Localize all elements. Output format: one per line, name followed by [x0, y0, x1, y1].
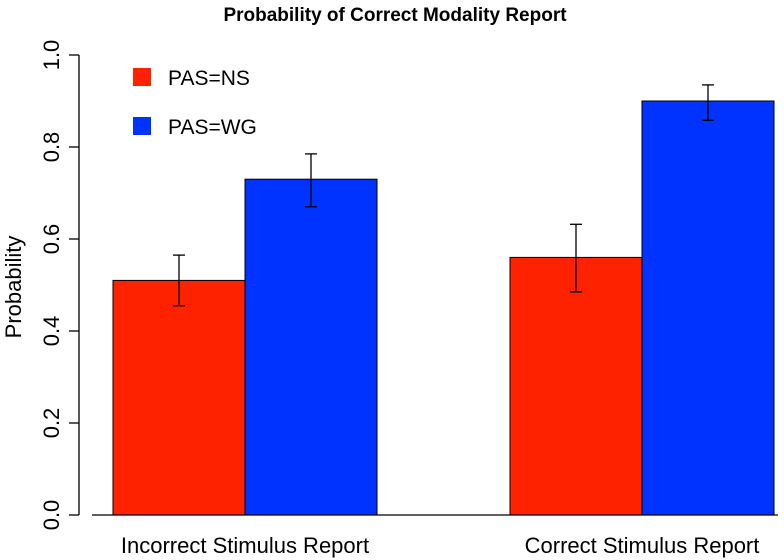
error-bar — [305, 153, 317, 208]
error-bar — [702, 84, 714, 121]
bar-pas-ns-incorrect — [112, 279, 246, 516]
chart-title: Probability of Correct Modality Report — [223, 5, 567, 26]
bars — [112, 100, 775, 516]
bar-pas-ns-correct — [509, 256, 643, 516]
error-bar — [570, 223, 582, 293]
y-tick-label: 0.6 — [39, 224, 64, 255]
legend: PAS=NS PAS=WG — [133, 67, 257, 139]
error-bar — [173, 254, 185, 307]
bar-pas-wg-correct — [641, 100, 775, 516]
legend-label-pas-ns: PAS=NS — [168, 67, 250, 90]
legend-label-pas-wg: PAS=WG — [168, 116, 257, 139]
bar-pas-wg-incorrect — [244, 178, 378, 516]
x-tick-label: Correct Stimulus Report — [525, 533, 760, 558]
legend-swatch-pas-ns — [133, 68, 151, 86]
y-tick-label: 0.8 — [39, 132, 64, 163]
y-tick-label: 0.4 — [39, 316, 64, 347]
error-bars — [173, 84, 714, 307]
y-tick-label: 1.0 — [39, 40, 64, 71]
legend-swatch-pas-wg — [133, 117, 151, 135]
y-tick-label: 0.2 — [39, 408, 64, 439]
y-tick-label: 0.0 — [39, 500, 64, 531]
x-tick-label: Incorrect Stimulus Report — [121, 533, 369, 558]
y-axis-label: Probability — [1, 236, 26, 339]
y-axis: 0.0 0.2 0.4 0.6 0.8 1.0 — [39, 40, 80, 531]
x-axis: Incorrect Stimulus Report Correct Stimulu… — [121, 533, 759, 558]
